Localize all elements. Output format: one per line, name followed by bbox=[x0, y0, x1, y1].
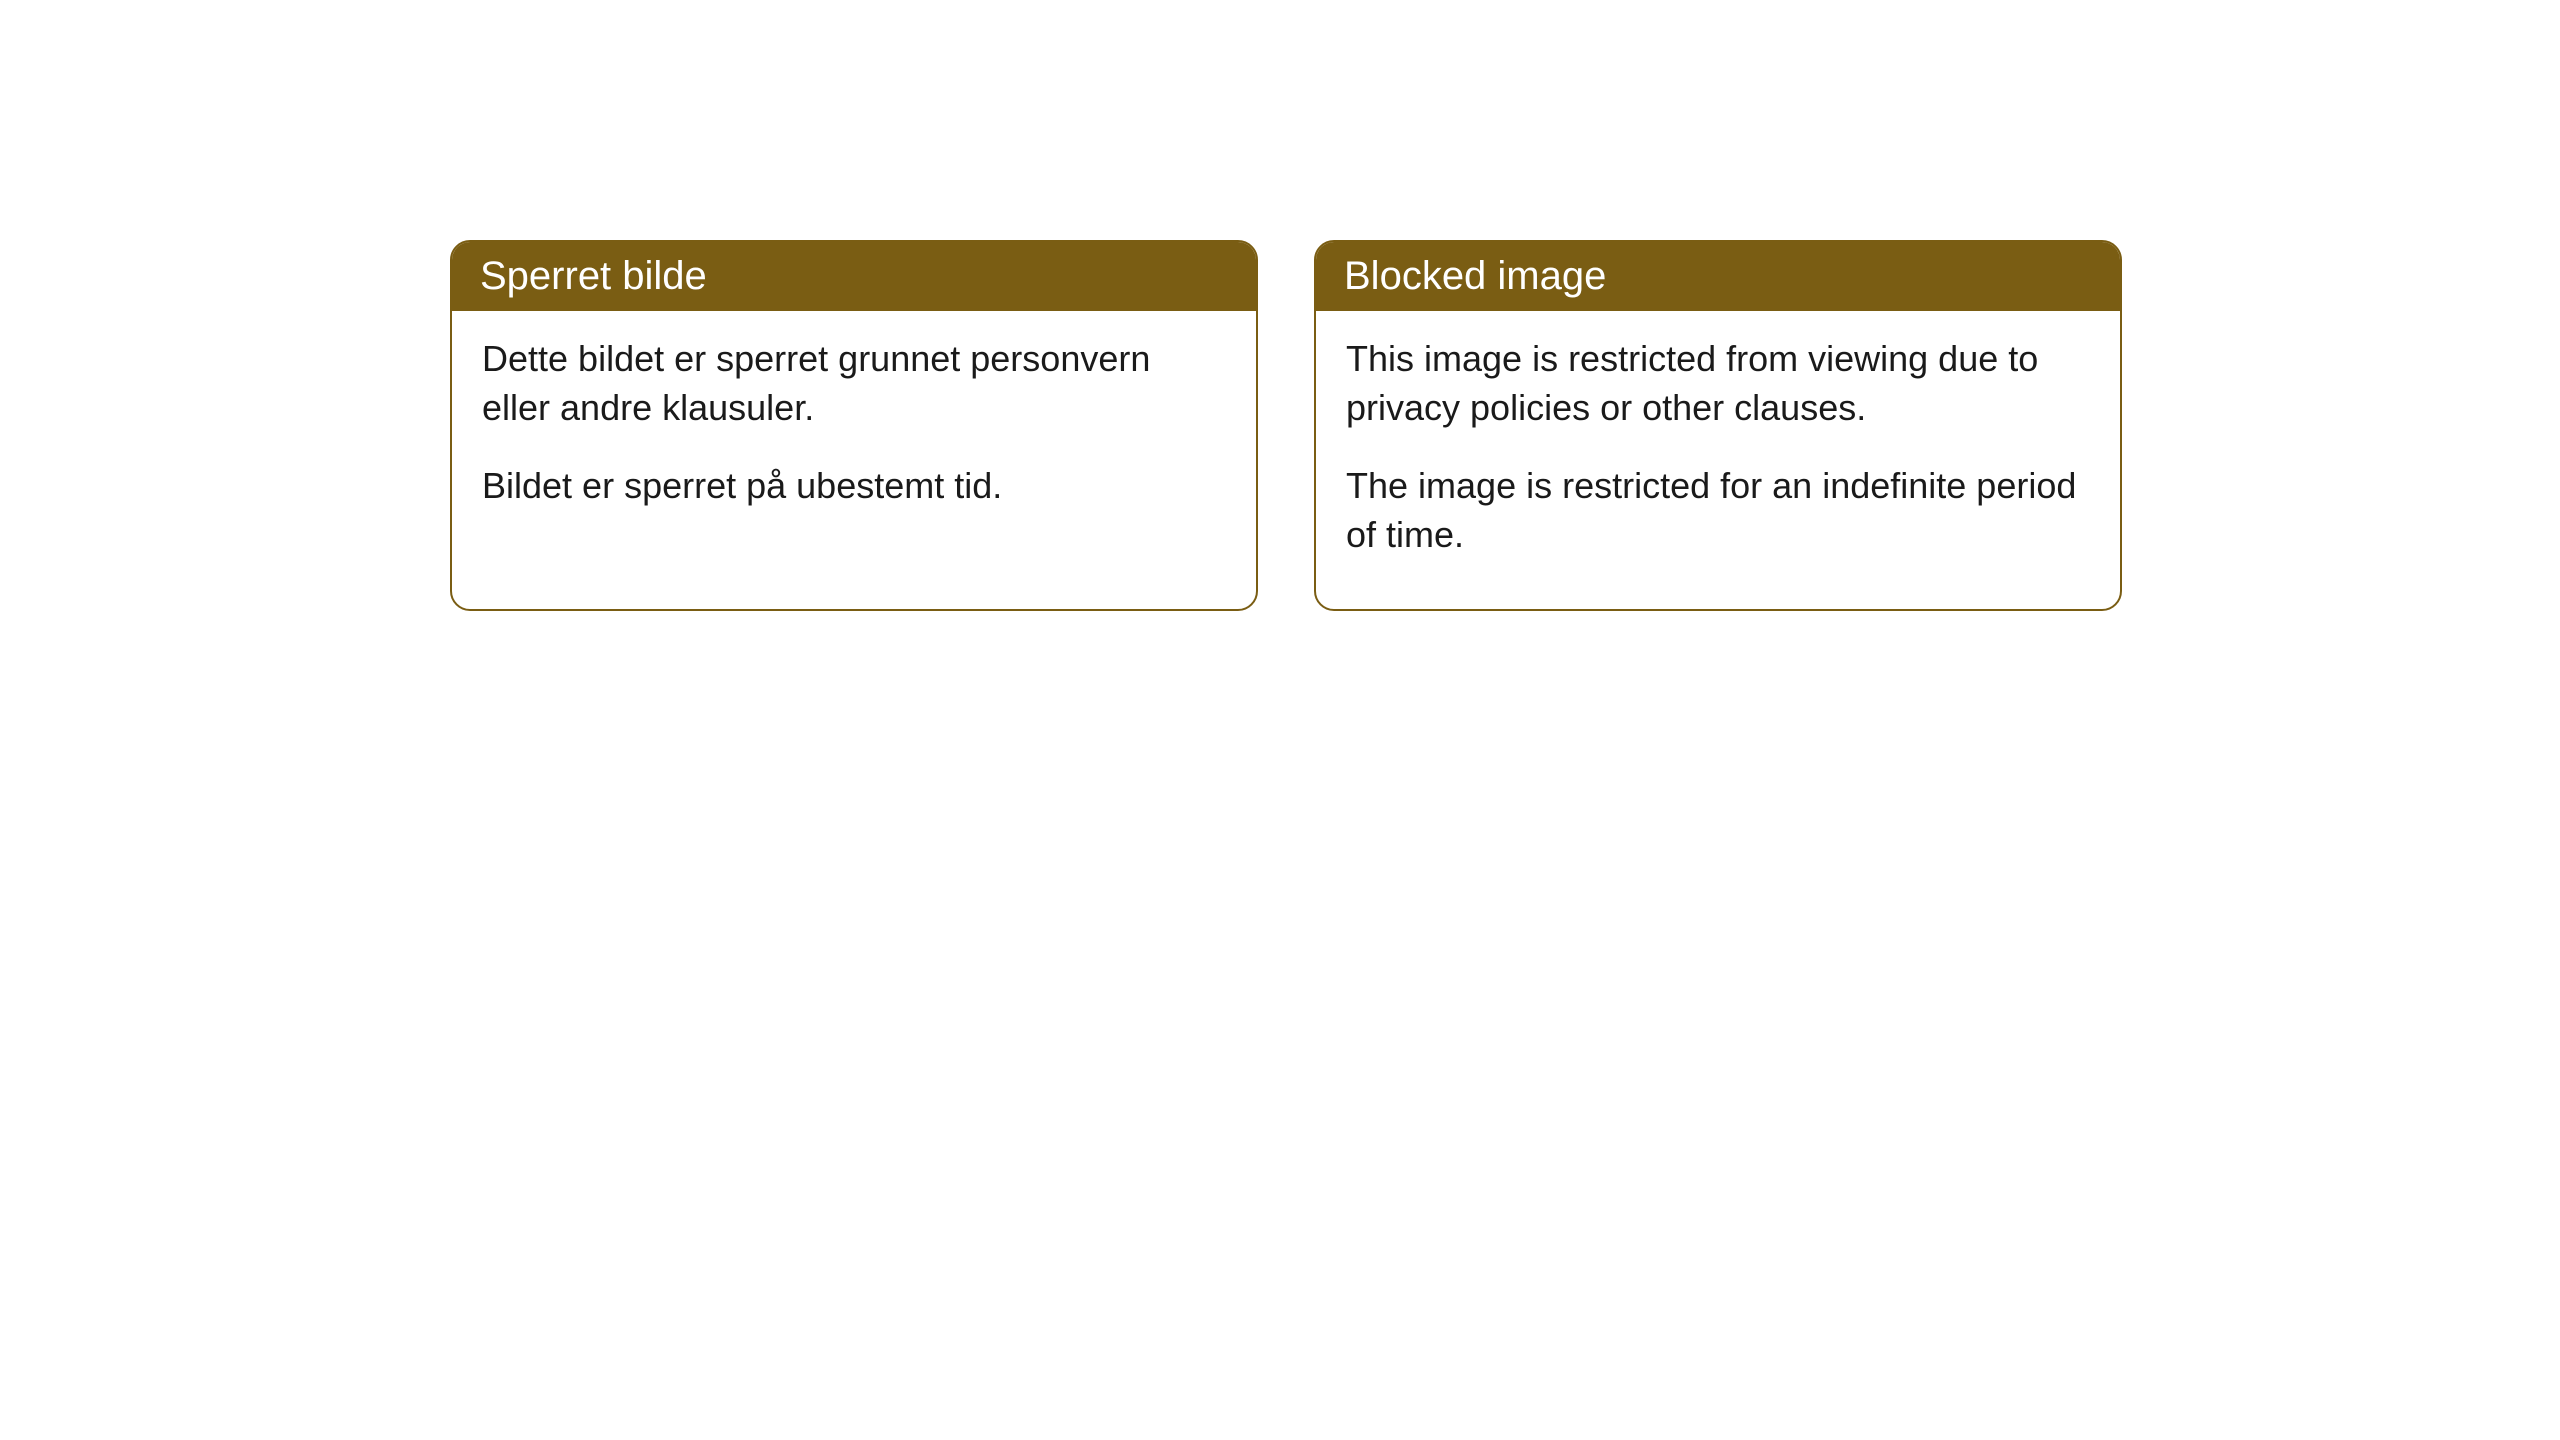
blocked-image-card-norwegian: Sperret bilde Dette bildet er sperret gr… bbox=[450, 240, 1258, 611]
card-paragraph-1-english: This image is restricted from viewing du… bbox=[1346, 335, 2090, 432]
notice-cards-container: Sperret bilde Dette bildet er sperret gr… bbox=[450, 240, 2122, 611]
card-header-english: Blocked image bbox=[1316, 242, 2120, 311]
card-paragraph-2-norwegian: Bildet er sperret på ubestemt tid. bbox=[482, 462, 1226, 511]
blocked-image-card-english: Blocked image This image is restricted f… bbox=[1314, 240, 2122, 611]
card-body-norwegian: Dette bildet er sperret grunnet personve… bbox=[452, 311, 1256, 561]
card-paragraph-2-english: The image is restricted for an indefinit… bbox=[1346, 462, 2090, 559]
card-paragraph-1-norwegian: Dette bildet er sperret grunnet personve… bbox=[482, 335, 1226, 432]
card-body-english: This image is restricted from viewing du… bbox=[1316, 311, 2120, 609]
card-header-norwegian: Sperret bilde bbox=[452, 242, 1256, 311]
